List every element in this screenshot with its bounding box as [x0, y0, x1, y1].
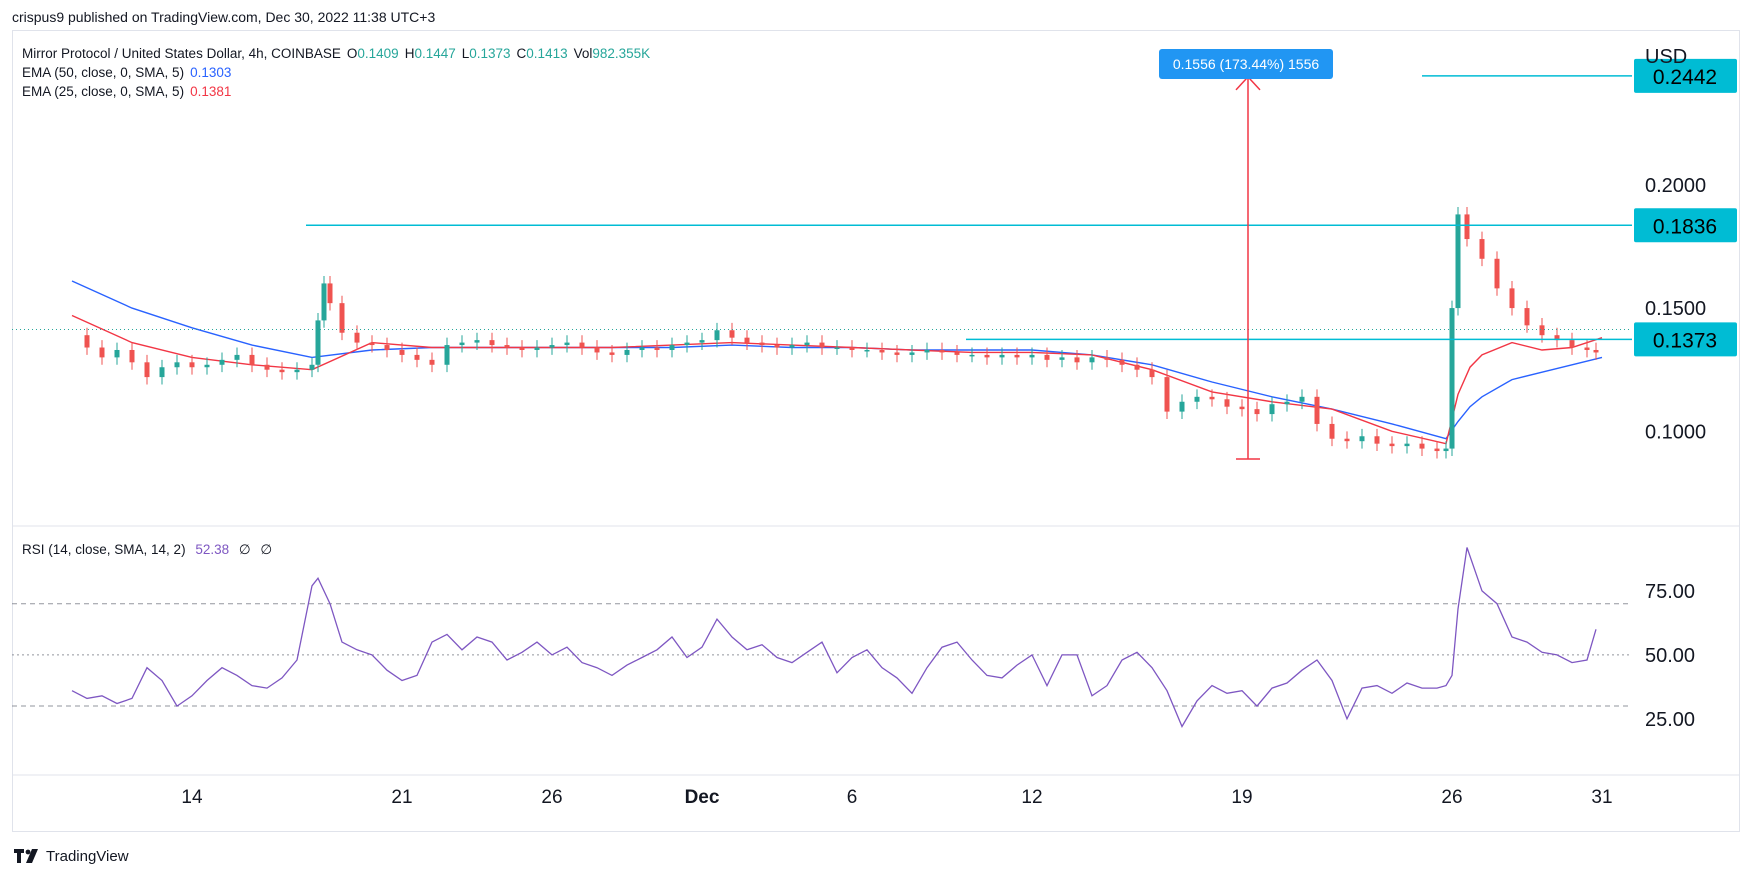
symbol-title[interactable]: Mirror Protocol / United States Dollar, … — [22, 46, 341, 61]
ema25-value: 0.1381 — [190, 84, 232, 99]
volume-label: Vol — [573, 46, 593, 61]
open-label: O — [346, 46, 358, 61]
ema25-label[interactable]: EMA (25, close, 0, SMA, 5) — [22, 84, 185, 99]
high-label: H — [404, 46, 415, 61]
published-header: crispus9 published on TradingView.com, D… — [12, 9, 436, 25]
open-value: 0.1409 — [357, 46, 399, 61]
ema50-value: 0.1303 — [190, 65, 232, 80]
ema50-label[interactable]: EMA (50, close, 0, SMA, 5) — [22, 65, 185, 80]
volume-value: 982.355K — [592, 46, 651, 61]
rsi-label[interactable]: RSI (14, close, SMA, 14, 2) — [22, 542, 186, 557]
rsi-value: 52.38 — [195, 542, 230, 557]
rsi-extra-1: ∅ — [238, 542, 251, 557]
close-label: C — [516, 46, 527, 61]
rsi-legend: RSI (14, close, SMA, 14, 2) 52.38 ∅ ∅ — [22, 542, 272, 558]
rsi-extra-2: ∅ — [260, 542, 273, 557]
chart-frame[interactable] — [12, 30, 1740, 832]
low-label: L — [461, 46, 470, 61]
tradingview-footer[interactable]: TradingView — [14, 845, 129, 867]
tradingview-brand: TradingView — [46, 847, 129, 865]
price-legend: Mirror Protocol / United States Dollar, … — [22, 44, 650, 101]
low-value: 0.1373 — [469, 46, 511, 61]
tradingview-logo-icon — [14, 849, 38, 863]
close-value: 0.1413 — [526, 46, 568, 61]
high-value: 0.1447 — [414, 46, 456, 61]
